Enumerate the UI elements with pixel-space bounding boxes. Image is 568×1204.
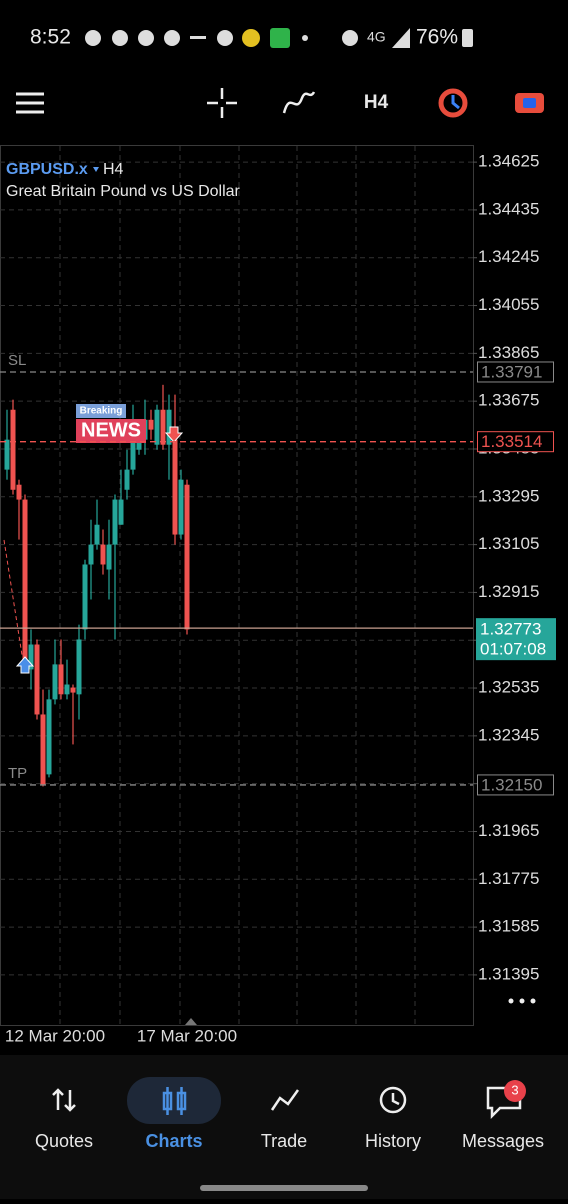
- level-label: 1.32150: [481, 775, 542, 794]
- bar-timer: 01:07:08: [480, 640, 546, 659]
- nav-history[interactable]: History: [365, 1131, 421, 1151]
- status-time: 8:52: [30, 26, 71, 49]
- battery-icon: [462, 29, 473, 47]
- level-label: 1.33791: [481, 362, 542, 381]
- candle-body: [154, 409, 160, 445]
- candle-body: [100, 544, 106, 565]
- chart-frame: [0, 145, 474, 1026]
- y-tick-label: 1.32535: [478, 678, 539, 697]
- candle-body: [130, 429, 136, 470]
- y-tick-label: 1.31965: [478, 821, 539, 840]
- symbol-description: Great Britain Pound vs US Dollar: [6, 183, 241, 200]
- candle-body: [82, 564, 88, 630]
- level-badge: [477, 774, 554, 796]
- candle-body: [124, 469, 130, 490]
- charts-icon: [162, 1087, 187, 1115]
- charts-highlight: [127, 1077, 221, 1124]
- nav-bar: [0, 1055, 568, 1199]
- more-button[interactable]: [508, 998, 536, 1004]
- candle-body: [76, 639, 82, 695]
- candle-body: [16, 484, 22, 500]
- vertical-grid: [59, 146, 416, 1025]
- candle-body: [118, 499, 124, 525]
- menu-button[interactable]: [16, 92, 44, 114]
- candle-body: [52, 664, 58, 700]
- current-bar-marker: [185, 1018, 197, 1025]
- y-tick-label: 1.32915: [478, 582, 539, 601]
- status-icons: 4G: [85, 28, 410, 48]
- trade-icon: [451, 95, 460, 110]
- candle-body: [148, 419, 154, 430]
- current-price-label: 1.32773: [480, 620, 541, 639]
- y-tick-label: 1.34625: [478, 152, 539, 171]
- plot: [0, 161, 473, 976]
- candle-body: [10, 409, 16, 490]
- candle-body: [34, 644, 40, 715]
- candle-body: [106, 544, 112, 570]
- y-tick-label: 1.33675: [478, 391, 539, 410]
- news-main: NEWS: [81, 419, 141, 441]
- candle-body: [160, 409, 166, 445]
- candle-body: [4, 439, 10, 470]
- y-tick-label: 1.33295: [478, 486, 539, 505]
- y-tick-label: 1.33865: [478, 343, 539, 362]
- nav-charts[interactable]: Charts: [145, 1131, 202, 1151]
- candle-body: [94, 524, 100, 545]
- candle-body: [166, 409, 172, 445]
- y-tick-label: 1.31395: [478, 964, 539, 983]
- current-price-badge: [476, 618, 556, 661]
- y-tick-label: 1.32345: [478, 725, 539, 744]
- objects-icon: [523, 98, 536, 108]
- candle-body: [172, 439, 178, 535]
- news-top: Breaking: [80, 406, 123, 417]
- candle-body: [22, 499, 28, 660]
- trade-button[interactable]: [438, 88, 468, 118]
- indicators-button[interactable]: [282, 91, 316, 114]
- nav-quotes[interactable]: Quotes: [35, 1131, 93, 1151]
- candle-body: [58, 664, 64, 695]
- home-indicator: [200, 1185, 368, 1191]
- status-battery: 76%: [416, 26, 458, 49]
- y-tick-label: 1.33105: [478, 534, 539, 553]
- messages-badge: [504, 1080, 526, 1102]
- symbol[interactable]: GBPUSD.x: [6, 161, 88, 178]
- level-name: SL: [8, 352, 26, 369]
- level-name: TP: [8, 765, 27, 782]
- candle-body: [88, 544, 94, 565]
- y-tick-label: 1.34245: [478, 247, 539, 266]
- candle-body: [70, 687, 76, 693]
- timeframe-button[interactable]: H4: [364, 92, 389, 113]
- candle-body: [178, 479, 184, 535]
- candle-body: [40, 714, 46, 785]
- x-tick-label: 17 Mar 20:00: [137, 1026, 237, 1045]
- nav-trade[interactable]: Trade: [261, 1131, 307, 1151]
- trade-link: [3, 539, 23, 656]
- candle-body: [64, 684, 70, 695]
- candle-body: [28, 644, 34, 670]
- messages-badge-count: 3: [511, 1082, 518, 1097]
- crosshair-button[interactable]: [207, 88, 237, 118]
- symbol-dropdown[interactable]: [93, 167, 99, 172]
- sell-arrow: [164, 426, 184, 443]
- svg-text:4G: 4G: [367, 29, 386, 45]
- y-tick-label: 1.31775: [478, 869, 539, 888]
- level-badge: [477, 431, 554, 453]
- level-label: 1.33514: [481, 432, 542, 451]
- y-tick-label: 1.34435: [478, 199, 539, 218]
- level-badge: [477, 361, 554, 383]
- candle-body: [46, 699, 52, 775]
- candle-body: [184, 484, 190, 630]
- news-badge[interactable]: Breaking NEWS: [76, 404, 146, 443]
- y-tick-label: 1.31585: [478, 917, 539, 936]
- candle-body: [112, 499, 118, 545]
- header-timeframe: H4: [103, 161, 124, 178]
- nav-messages[interactable]: Messages: [462, 1131, 544, 1151]
- y-tick-label: 1.34055: [478, 295, 539, 314]
- buy-arrow: [15, 656, 35, 674]
- x-tick-label: 12 Mar 20:00: [5, 1026, 105, 1045]
